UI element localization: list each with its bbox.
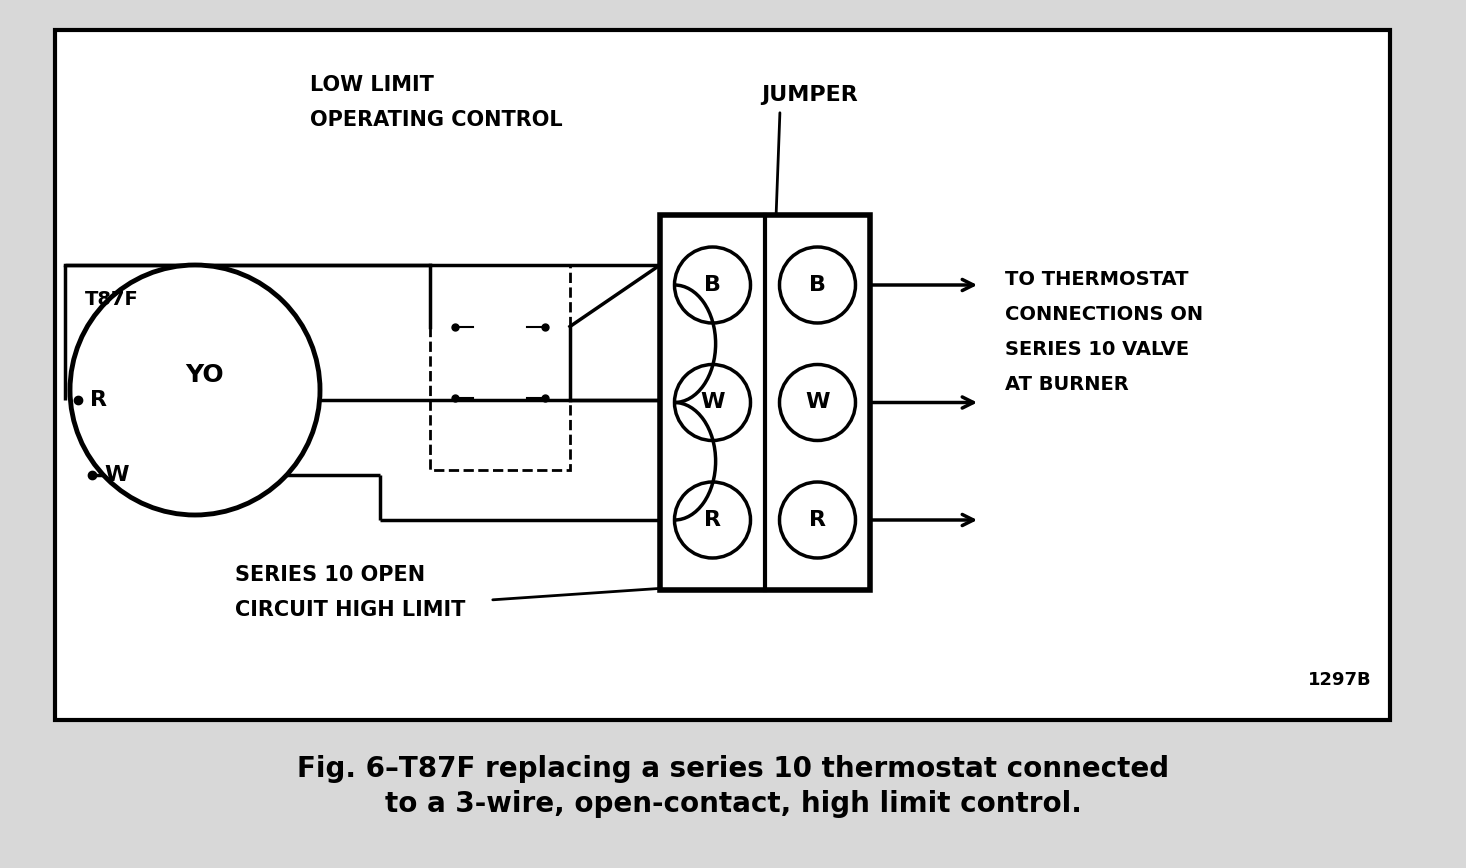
- Circle shape: [780, 482, 856, 558]
- Text: R: R: [89, 390, 107, 410]
- Circle shape: [674, 482, 751, 558]
- Text: SERIES 10 VALVE: SERIES 10 VALVE: [1006, 340, 1189, 359]
- Text: B: B: [704, 275, 721, 295]
- Circle shape: [674, 365, 751, 440]
- Circle shape: [70, 265, 320, 515]
- Text: JUMPER: JUMPER: [762, 85, 859, 105]
- Text: AT BURNER: AT BURNER: [1006, 375, 1129, 394]
- Circle shape: [674, 247, 751, 323]
- Text: LOW LIMIT: LOW LIMIT: [309, 75, 434, 95]
- Text: CONNECTIONS ON: CONNECTIONS ON: [1006, 305, 1204, 324]
- Bar: [430, 265, 570, 470]
- Text: R: R: [704, 510, 721, 530]
- Circle shape: [780, 247, 856, 323]
- Text: OPERATING CONTROL: OPERATING CONTROL: [309, 110, 563, 130]
- Text: W: W: [104, 465, 129, 485]
- Text: to a 3-wire, open-contact, high limit control.: to a 3-wire, open-contact, high limit co…: [384, 790, 1082, 818]
- Text: 1297B: 1297B: [1308, 671, 1372, 689]
- Text: B: B: [809, 275, 825, 295]
- Circle shape: [780, 365, 856, 440]
- Bar: [56, 30, 1390, 720]
- Text: R: R: [809, 510, 825, 530]
- Text: W: W: [805, 392, 830, 412]
- Text: YO: YO: [186, 363, 224, 387]
- Text: W: W: [701, 392, 724, 412]
- Bar: [660, 215, 869, 590]
- Text: TO THERMOSTAT: TO THERMOSTAT: [1006, 270, 1189, 289]
- Text: Fig. 6–T87F replacing a series 10 thermostat connected: Fig. 6–T87F replacing a series 10 thermo…: [298, 755, 1168, 783]
- Text: T87F: T87F: [85, 290, 139, 309]
- Text: SERIES 10 OPEN: SERIES 10 OPEN: [235, 565, 425, 585]
- Text: CIRCUIT HIGH LIMIT: CIRCUIT HIGH LIMIT: [235, 600, 465, 620]
